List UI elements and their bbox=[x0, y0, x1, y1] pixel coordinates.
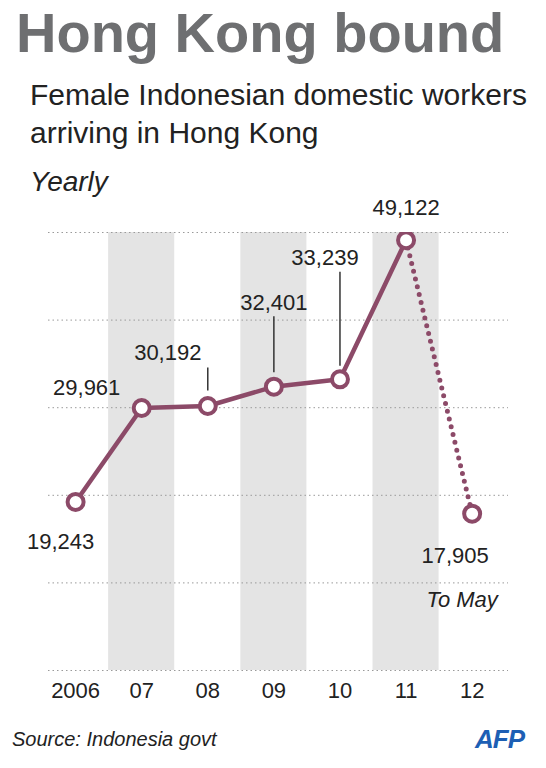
svg-text:49,122: 49,122 bbox=[372, 200, 439, 220]
svg-text:32,401: 32,401 bbox=[240, 290, 307, 315]
svg-text:29,961: 29,961 bbox=[53, 375, 120, 400]
html-text:Source: Indonesia govt: Source: Indonesia govt bbox=[12, 728, 217, 750]
svg-text:To May: To May bbox=[426, 587, 499, 612]
svg-text:19,243: 19,243 bbox=[27, 529, 94, 554]
svg-text:08: 08 bbox=[196, 678, 220, 703]
html-text:AFP: AFP bbox=[475, 724, 524, 754]
html-text:Yearly: Yearly bbox=[30, 166, 108, 197]
html-text:Hong Kong bound: Hong Kong bound bbox=[16, 1, 505, 64]
svg-text:09: 09 bbox=[262, 678, 286, 703]
svg-text:10: 10 bbox=[328, 678, 352, 703]
svg-text:30,192: 30,192 bbox=[134, 340, 201, 365]
svg-text:11: 11 bbox=[395, 678, 418, 703]
html-text:Female Indonesian domestic wor: Female Indonesian domestic workers arriv… bbox=[30, 78, 527, 149]
svg-text:33,239: 33,239 bbox=[291, 245, 358, 270]
svg-text:12: 12 bbox=[460, 678, 484, 703]
svg-text:2006: 2006 bbox=[51, 678, 100, 703]
svg-text:17,905: 17,905 bbox=[422, 543, 489, 568]
svg-text:07: 07 bbox=[129, 678, 153, 703]
